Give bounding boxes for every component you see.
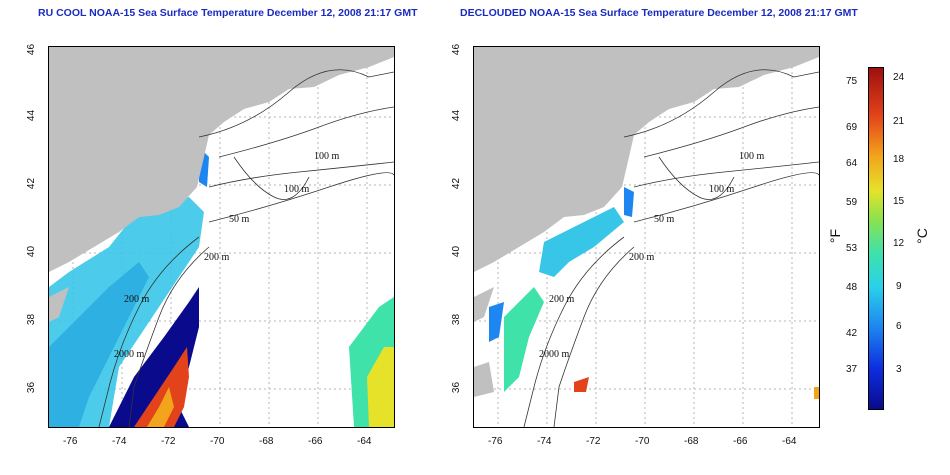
fahrenheit-tick: 64 — [846, 158, 858, 169]
y-tick-label: 36 — [451, 381, 463, 394]
contour-label: 100 m — [709, 184, 735, 195]
fahrenheit-tick: 48 — [846, 282, 858, 293]
fahrenheit-tick: 69 — [846, 122, 858, 133]
x-tick-label: -64 — [357, 436, 372, 447]
contour-label: 100 m — [284, 184, 310, 195]
x-tick-label: -72 — [586, 436, 601, 447]
celsius-tick: 24 — [893, 72, 905, 83]
celsius-tick: 3 — [896, 364, 902, 375]
fahrenheit-tick: 42 — [846, 328, 858, 339]
celsius-tick: 6 — [896, 321, 902, 332]
y-tick-label: 42 — [451, 177, 463, 190]
y-tick-label: 44 — [451, 109, 463, 122]
x-tick-label: -70 — [635, 436, 650, 447]
contour-label: 200 m — [549, 294, 575, 305]
fahrenheit-tick: 59 — [846, 197, 858, 208]
fahrenheit-tick: 53 — [846, 243, 858, 254]
contour-label: 100 m — [739, 151, 765, 162]
celsius-tick: 21 — [893, 116, 905, 127]
x-tick-label: -76 — [63, 436, 78, 447]
x-tick-label: -70 — [210, 436, 225, 447]
right-map-title: DECLOUDED NOAA-15 Sea Surface Temperatur… — [460, 7, 858, 19]
x-tick-label: -74 — [537, 436, 552, 447]
y-tick-label: 38 — [26, 313, 38, 326]
x-tick-label: -68 — [259, 436, 274, 447]
y-tick-label: 38 — [451, 313, 463, 326]
celsius-tick: 9 — [896, 281, 902, 292]
x-tick-label: -76 — [488, 436, 503, 447]
y-tick-label: 40 — [451, 245, 463, 258]
contour-label: 2000 m — [539, 349, 570, 360]
left-sst-map: 100 m 100 m 50 m 200 m 200 m 2000 m — [48, 46, 395, 428]
y-tick-label: 46 — [26, 43, 38, 56]
contour-label: 50 m — [229, 214, 250, 225]
temperature-colorbar — [868, 67, 884, 410]
x-tick-label: -64 — [782, 436, 797, 447]
x-tick-label: -68 — [684, 436, 699, 447]
right-sst-map: 100 m 100 m 50 m 200 m 200 m 2000 m — [473, 46, 820, 428]
contour-label: 200 m — [124, 294, 150, 305]
celsius-unit-label: °C — [913, 228, 930, 244]
x-tick-label: -66 — [308, 436, 323, 447]
celsius-tick: 15 — [893, 196, 905, 207]
x-tick-label: -72 — [161, 436, 176, 447]
contour-label: 50 m — [654, 214, 675, 225]
fahrenheit-unit-label: °F — [827, 228, 844, 244]
contour-label: 2000 m — [114, 349, 145, 360]
right-map-canvas: 100 m 100 m 50 m 200 m 200 m 2000 m — [474, 47, 819, 427]
celsius-tick: 12 — [893, 238, 905, 249]
fahrenheit-tick: 75 — [846, 76, 858, 87]
y-tick-label: 36 — [26, 381, 38, 394]
left-map-title: RU COOL NOAA-15 Sea Surface Temperature … — [38, 7, 418, 19]
x-tick-label: -74 — [112, 436, 127, 447]
x-tick-label: -66 — [733, 436, 748, 447]
contour-label: 200 m — [629, 252, 655, 263]
y-tick-label: 42 — [26, 177, 38, 190]
left-map-canvas: 100 m 100 m 50 m 200 m 200 m 2000 m — [49, 47, 394, 427]
fahrenheit-tick: 37 — [846, 364, 858, 375]
contour-label: 100 m — [314, 151, 340, 162]
y-tick-label: 40 — [26, 245, 38, 258]
celsius-tick: 18 — [893, 154, 905, 165]
contour-label: 200 m — [204, 252, 230, 263]
y-tick-label: 44 — [26, 109, 38, 122]
y-tick-label: 46 — [451, 43, 463, 56]
